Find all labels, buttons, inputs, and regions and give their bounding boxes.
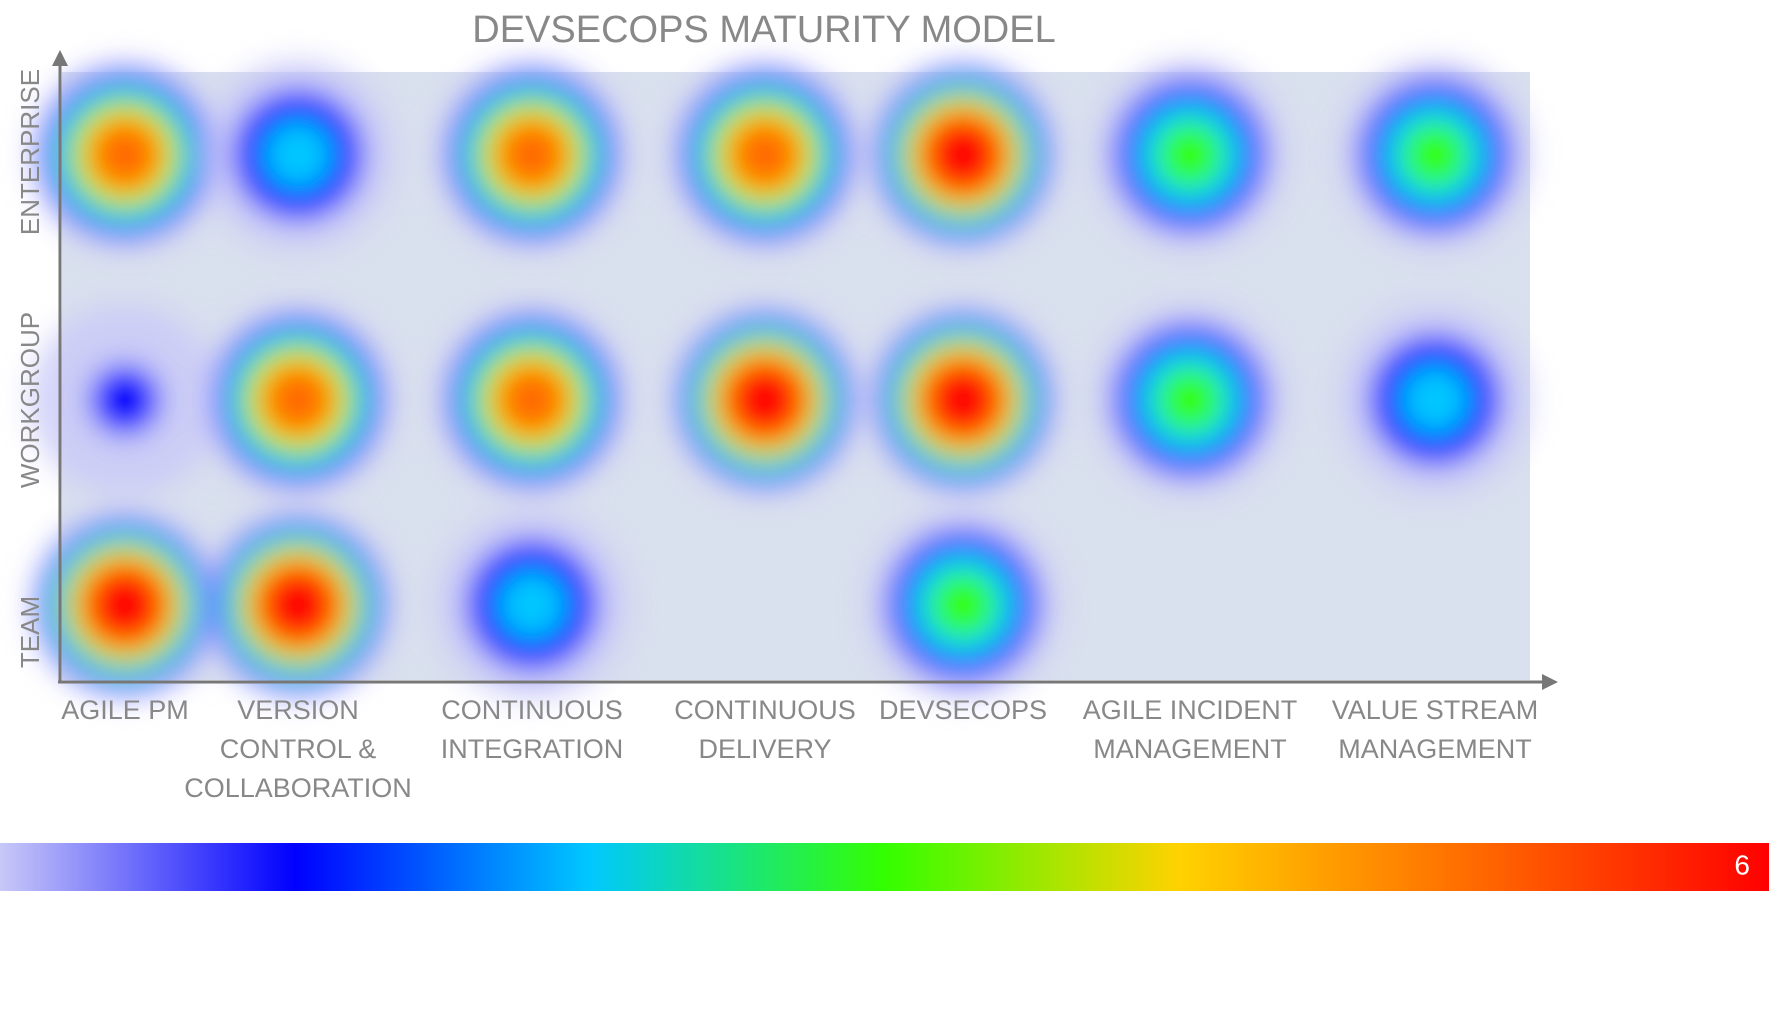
x-tick-label: DEVSECOPS xyxy=(879,695,1047,725)
x-tick-label: AGILE PM xyxy=(61,695,189,725)
chart-title: DEVSECOPS MATURITY MODEL xyxy=(472,9,1055,51)
heat-ring xyxy=(263,365,333,435)
heat-blob xyxy=(203,305,393,495)
heat-blob xyxy=(1340,305,1530,495)
x-tick-label: AGILE INCIDENT MANAGEMENT xyxy=(1083,695,1298,764)
x-tick-label: VERSION CONTROL & COLLABORATION xyxy=(184,695,412,803)
heat-blob xyxy=(437,305,627,495)
heat-blob xyxy=(868,60,1058,250)
heat-blob xyxy=(30,510,220,700)
y-axis-arrow xyxy=(52,50,68,66)
heat-ring xyxy=(90,365,160,435)
heat-layer xyxy=(30,60,1530,700)
heat-blob xyxy=(203,510,393,700)
heat-ring xyxy=(928,570,998,640)
heat-blob xyxy=(670,305,860,495)
heat-ring xyxy=(497,365,567,435)
heat-ring xyxy=(1155,365,1225,435)
heat-blob xyxy=(868,305,1058,495)
colorbar xyxy=(0,843,1769,891)
x-axis-arrow xyxy=(1542,674,1558,690)
heat-ring xyxy=(1155,120,1225,190)
heat-ring xyxy=(730,365,800,435)
y-tick-label: TEAM xyxy=(15,596,45,668)
heat-blob xyxy=(1095,60,1285,250)
heat-ring xyxy=(730,120,800,190)
heat-ring xyxy=(497,120,567,190)
heat-ring xyxy=(497,570,567,640)
heat-blob xyxy=(30,305,220,495)
y-tick-label: ENTERPRISE xyxy=(15,69,45,235)
heat-ring xyxy=(263,120,333,190)
heat-ring xyxy=(1400,365,1470,435)
heat-blob xyxy=(203,60,393,250)
heat-ring xyxy=(263,570,333,640)
x-tick-label: CONTINUOUS INTEGRATION xyxy=(441,695,624,764)
heat-blob xyxy=(868,510,1058,700)
heat-ring xyxy=(90,570,160,640)
colorbar-tick-label: 6 xyxy=(1734,849,1750,880)
heat-blob xyxy=(437,60,627,250)
heat-blob xyxy=(1340,60,1530,250)
heat-blob xyxy=(1095,305,1285,495)
heat-blob xyxy=(30,60,220,250)
heat-ring xyxy=(1400,120,1470,190)
heat-blob xyxy=(437,510,627,700)
heat-ring xyxy=(928,120,998,190)
heat-blob xyxy=(670,60,860,250)
heat-ring xyxy=(90,120,160,190)
heat-ring xyxy=(928,365,998,435)
x-tick-label: CONTINUOUS DELIVERY xyxy=(674,695,856,764)
x-tick-label: VALUE STREAM MANAGEMENT xyxy=(1332,695,1539,764)
y-tick-label: WORKGROUP xyxy=(15,312,45,488)
